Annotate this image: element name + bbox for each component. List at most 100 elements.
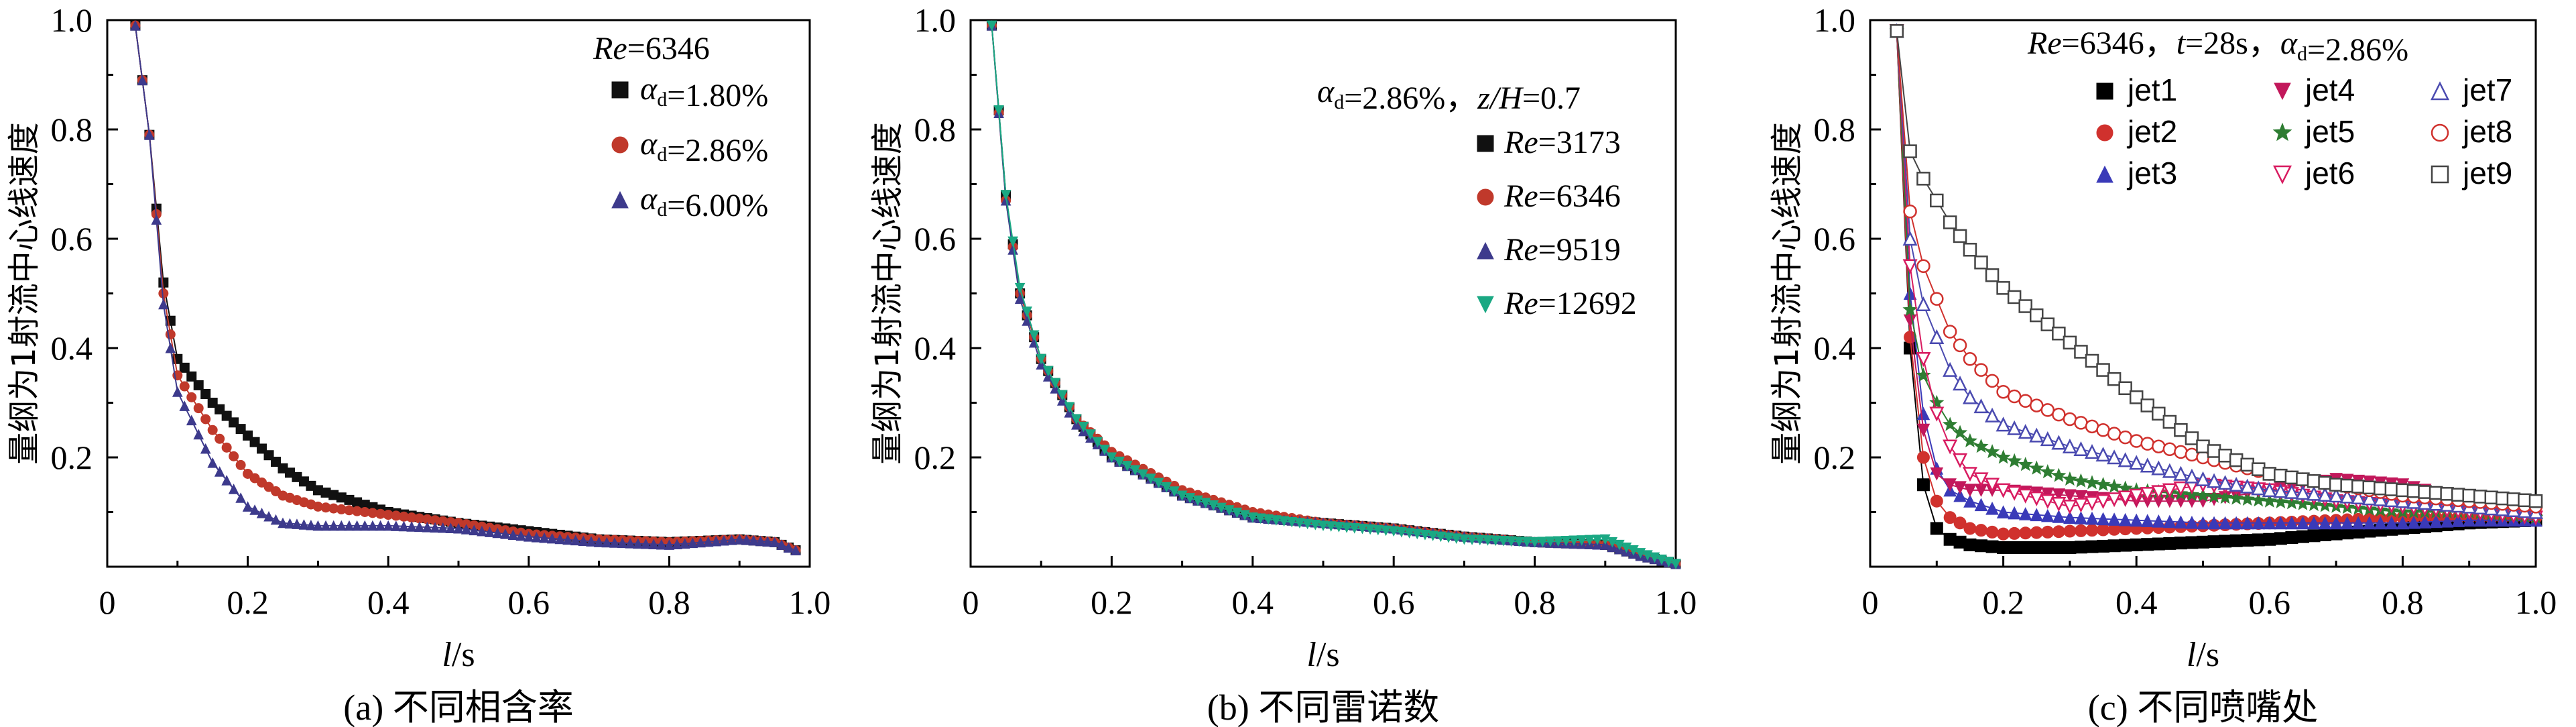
panel-c-data-point: [2273, 494, 2288, 508]
panel-c-data-point: [2008, 541, 2021, 554]
panel-b-x-tick-label: 0.6: [1373, 583, 1415, 621]
panel-c-data-point: [2107, 449, 2122, 465]
panel-a: 0 0.2 0.4 0.6 0.8 1.0 0.2 0.4 0.6 0.8 1.0 l/s 量纲为1射流…: [5, 1, 831, 727]
panel-b-data-point: [1231, 507, 1243, 518]
panel-b-data-point: [1318, 520, 1329, 531]
panel-c-data-point: [2140, 437, 2154, 451]
panel-c-data-point: [2107, 512, 2121, 526]
panel-c-data-point: [2018, 457, 2033, 471]
panel-b-data-point: [1529, 537, 1540, 548]
panel-c-data-point: [1890, 24, 1904, 38]
panel-b-legend-title: αd=2.86%，z/H=0.7: [1317, 74, 1581, 116]
panel-c-legend-marker: [2272, 165, 2292, 184]
panel-c-data-point: [1916, 451, 1930, 464]
panel-b-data-point: [1263, 514, 1274, 525]
panel-b-data-point: [1621, 542, 1632, 553]
panel-c-data-point: [2129, 488, 2144, 504]
panel-a-data-point: [137, 74, 148, 86]
panel-c-legend-marker: [2096, 82, 2113, 100]
panel-b-x-tick-label: 0.8: [1514, 583, 1556, 621]
panel-c-data-point: [2107, 492, 2122, 508]
panel-b-data-point: [1522, 537, 1532, 547]
panel-c-data-point: [1996, 483, 2011, 498]
panel-c-legend-label: jet7: [2461, 72, 2512, 107]
panel-a-data-point: [383, 520, 394, 531]
panel-b-data-point: [1208, 500, 1219, 511]
panel-b-x-tick-label: 0.2: [1091, 583, 1133, 621]
panel-c-data-point: [2007, 290, 2022, 304]
panel-a-data-point: [214, 433, 225, 444]
panel-b-data-point: [1070, 414, 1082, 425]
panel-c-legend-label: jet1: [2126, 72, 2177, 107]
panel-c-data-point: [1996, 416, 2011, 432]
panel-a-legend-marker: [611, 136, 629, 154]
panel-a-legend-item: αd=1.80%: [611, 71, 768, 113]
panel-c-data-point: [2052, 541, 2065, 554]
panel-c-data-point: [2440, 514, 2454, 528]
panel-c-data-point: [1916, 478, 1930, 492]
panel-a-data-point: [437, 522, 448, 533]
panel-b-data-point: [1545, 536, 1556, 547]
panel-b-data-point: [1129, 465, 1141, 476]
panel-c-data-point: [2385, 516, 2398, 530]
panel-a-data-point: [531, 531, 542, 543]
panel-c-data-point: [2040, 494, 2055, 509]
panel-c-data-point: [2407, 516, 2420, 529]
panel-c-data-point: [2295, 485, 2311, 500]
panel-a-data-point: [640, 538, 652, 549]
panel-c-data-point: [1997, 527, 2010, 541]
panel-c-data-point: [2240, 478, 2255, 494]
panel-b-data-point: [986, 20, 997, 32]
panel-c-data-point: [2140, 398, 2154, 412]
panel-a-data-point: [256, 508, 267, 518]
panel-b-data-point: [1628, 545, 1639, 556]
panel-c-data-point: [2340, 516, 2354, 530]
panel-a-data-point: [570, 535, 581, 546]
panel-a-data-point: [200, 414, 211, 425]
panel-c-data-point: [2051, 467, 2067, 482]
panel-c-data-point: [2252, 533, 2265, 547]
panel-a-data-point: [755, 535, 766, 547]
panel-c-data-point: [1985, 478, 2000, 493]
panel-b-y-tick-label: 0.4: [914, 329, 957, 367]
panel-c-data-point: [2163, 537, 2176, 550]
panel-c-data-point: [1963, 538, 1977, 551]
panel-a-caption: (a) 不同相含率: [343, 687, 573, 727]
panel-c-data-point: [2362, 516, 2376, 530]
panel-c-data-point: [2152, 537, 2165, 551]
panel-b-data-point: [1506, 536, 1517, 547]
panel-b-y-axis-label: 量纲为1射流中心线速度: [869, 122, 906, 465]
panel-c-data-point: [2118, 452, 2133, 467]
panel-b-data-point: [1380, 525, 1392, 537]
panel-b-legend-marker: [1477, 135, 1494, 152]
panel-c-data-point: [1952, 425, 1968, 439]
panel-c-data-point: [2262, 493, 2277, 508]
panel-a-legend-label: αd=6.00%: [640, 181, 768, 223]
panel-a-data-point: [193, 380, 204, 390]
panel-c-data-point: [2063, 489, 2077, 503]
panel-a-data-point: [554, 533, 566, 545]
panel-a-x-tick-label: 1.0: [789, 583, 831, 621]
panel-c-data-point: [2218, 516, 2232, 530]
panel-c-data-point: [2229, 476, 2244, 492]
panel-c-data-point: [1962, 389, 1977, 404]
panel-c-data-point: [1943, 215, 1957, 229]
panel-c-x-tick-label: 0.2: [1982, 583, 2024, 621]
panel-c-data-point: [1962, 467, 1977, 482]
panel-a-data-point: [445, 522, 456, 533]
panel-c-data-point: [1996, 384, 2010, 399]
panel-c-data-point: [2318, 516, 2332, 530]
panel-c-series-9: [1890, 24, 2543, 508]
panel-a-data-point: [200, 443, 211, 454]
panel-c-data-point: [2162, 463, 2177, 478]
panel-c-series-3: [1890, 24, 2542, 530]
panel-c-data-point: [1953, 229, 1967, 243]
panel-c-legend-marker: [2096, 124, 2113, 142]
panel-c-series-line: [1896, 31, 2536, 524]
panel-c-data-point: [1953, 516, 1967, 530]
panel-c-legend-item: jet2: [2096, 114, 2177, 149]
panel-b-data-point: [1459, 534, 1470, 545]
panel-b-data-point: [1138, 469, 1148, 480]
